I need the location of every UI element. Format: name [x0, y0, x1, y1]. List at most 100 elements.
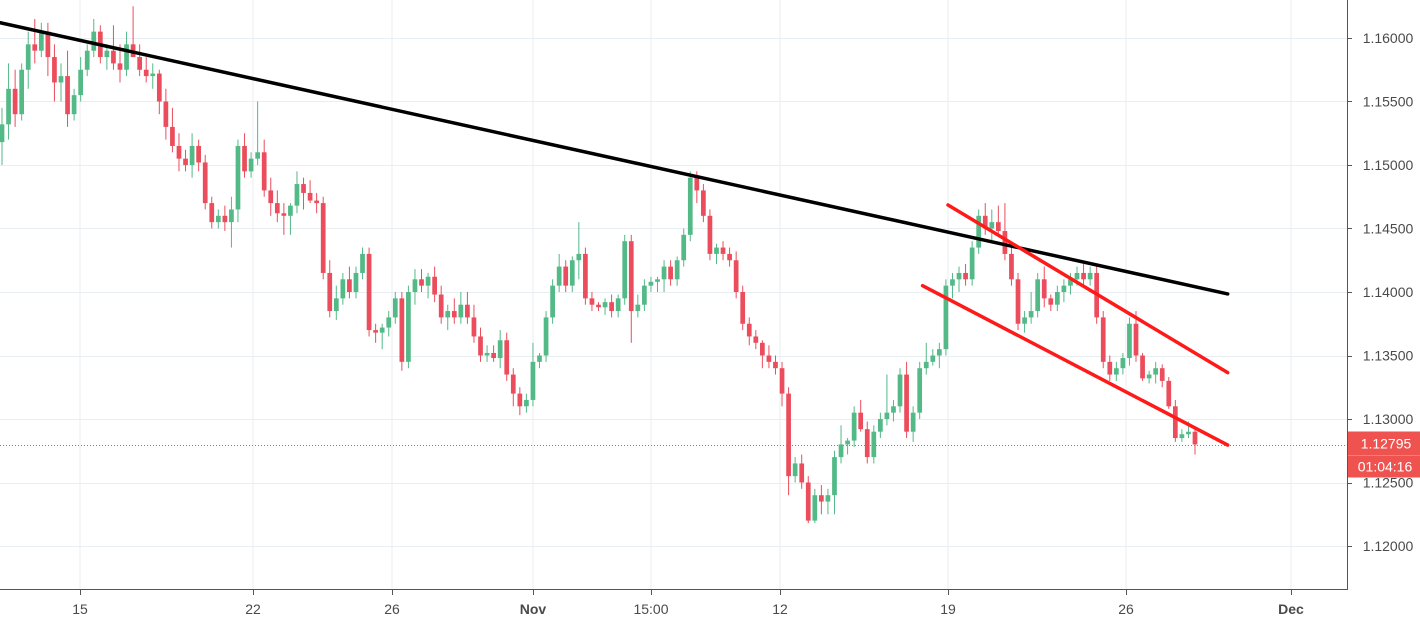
candle-up	[294, 184, 300, 206]
candle-down	[779, 368, 785, 394]
time-tick-label: 15	[72, 601, 88, 617]
candle-down	[1002, 231, 1008, 254]
price-tick-label: 1.13000	[1363, 411, 1414, 427]
price-axis-background	[1347, 0, 1420, 623]
candle-up	[812, 495, 818, 521]
candle-down	[1133, 323, 1139, 356]
candle-up	[288, 205, 293, 216]
candle-down	[491, 352, 496, 359]
candle-down	[242, 145, 247, 172]
candle-down	[563, 266, 569, 286]
candle-up	[1127, 323, 1132, 359]
candle-down	[209, 203, 215, 223]
candle-up	[406, 292, 411, 362]
candle-down	[995, 222, 1001, 232]
candle-up	[255, 152, 261, 159]
candle-down	[596, 304, 601, 308]
candle-down	[727, 253, 732, 261]
candle-down	[176, 145, 182, 159]
candle-up	[1074, 272, 1080, 280]
candle-down	[819, 495, 824, 502]
candle-up	[1028, 311, 1034, 318]
candle-up	[248, 158, 254, 172]
candle-up	[91, 31, 97, 51]
candle-up	[556, 266, 562, 286]
candle-up	[897, 374, 903, 407]
black-trendline	[0, 20, 1230, 296]
candle-down	[111, 50, 116, 64]
candle-down	[805, 482, 811, 521]
candle-up	[189, 145, 195, 165]
candle-up	[124, 44, 129, 70]
candle-down	[1192, 431, 1198, 445]
candle-down	[858, 412, 864, 430]
candle-up	[530, 361, 536, 400]
candle-down	[399, 298, 405, 362]
candle-up	[648, 281, 654, 286]
candle-down	[156, 73, 162, 102]
candle-down	[222, 215, 228, 223]
candle-up	[635, 304, 641, 312]
candle-up	[969, 247, 975, 280]
candle-up	[543, 317, 549, 356]
candle-up	[1186, 431, 1191, 435]
price-tick-label: 1.12000	[1363, 538, 1414, 554]
candle-up	[386, 317, 392, 328]
time-axis-ticks[interactable]: 15 22 26 Nov 15:00 12 19 26 Dec	[72, 590, 1304, 617]
candle-up	[458, 304, 464, 318]
candle-down	[196, 145, 202, 163]
vertical-gridlines	[79, 0, 1292, 590]
candle-down	[773, 361, 778, 369]
candle-down	[1100, 317, 1106, 362]
candle-down	[183, 158, 188, 165]
candle-down	[760, 342, 765, 356]
candle-up	[1068, 279, 1073, 286]
candle-up	[878, 419, 883, 432]
candle-down	[1081, 272, 1086, 280]
candle-down	[668, 266, 673, 280]
candle-up	[392, 298, 398, 318]
candle-up	[602, 302, 608, 308]
candle-up	[1153, 368, 1159, 375]
candle-up	[340, 279, 346, 299]
candle-up	[687, 177, 693, 235]
candle-down	[1172, 406, 1178, 439]
candle-up	[425, 276, 431, 286]
candle-up	[714, 247, 719, 254]
candle-up	[78, 69, 84, 96]
candle-up	[150, 73, 156, 77]
candle-up	[851, 412, 857, 441]
candle-up	[537, 355, 542, 362]
candle-down	[864, 429, 870, 458]
candle-up	[1061, 285, 1067, 292]
time-axis-background	[0, 590, 1347, 623]
candle-down	[589, 298, 595, 305]
candle-up	[25, 44, 31, 70]
time-tick-label: 12	[772, 601, 788, 617]
candle-up	[674, 260, 680, 280]
candle-up	[871, 431, 877, 458]
candle-up	[1022, 317, 1027, 324]
candle-down	[314, 200, 319, 204]
candle-down	[1009, 253, 1014, 280]
price-tick-label: 1.15500	[1363, 94, 1414, 110]
candle-down	[963, 272, 968, 280]
candle-up	[379, 327, 385, 333]
candle-down	[137, 57, 143, 70]
price-axis-ticks[interactable]: 1.12000 1.12500 1.13000 1.13500 1.14000 1.145…	[1347, 30, 1414, 554]
candle-down	[170, 126, 175, 146]
candle-down	[366, 253, 372, 331]
candle-down	[1048, 298, 1054, 305]
candle-up	[1054, 292, 1060, 305]
candle-down	[373, 330, 378, 333]
candle-down	[301, 184, 306, 193]
candle-down	[478, 336, 483, 356]
candle-up	[576, 253, 582, 261]
candle-down	[766, 355, 772, 362]
candle-down	[753, 336, 759, 343]
time-tick-label: Nov	[520, 601, 547, 617]
price-tick-label: 1.14500	[1363, 221, 1414, 237]
candle-up	[917, 368, 923, 413]
